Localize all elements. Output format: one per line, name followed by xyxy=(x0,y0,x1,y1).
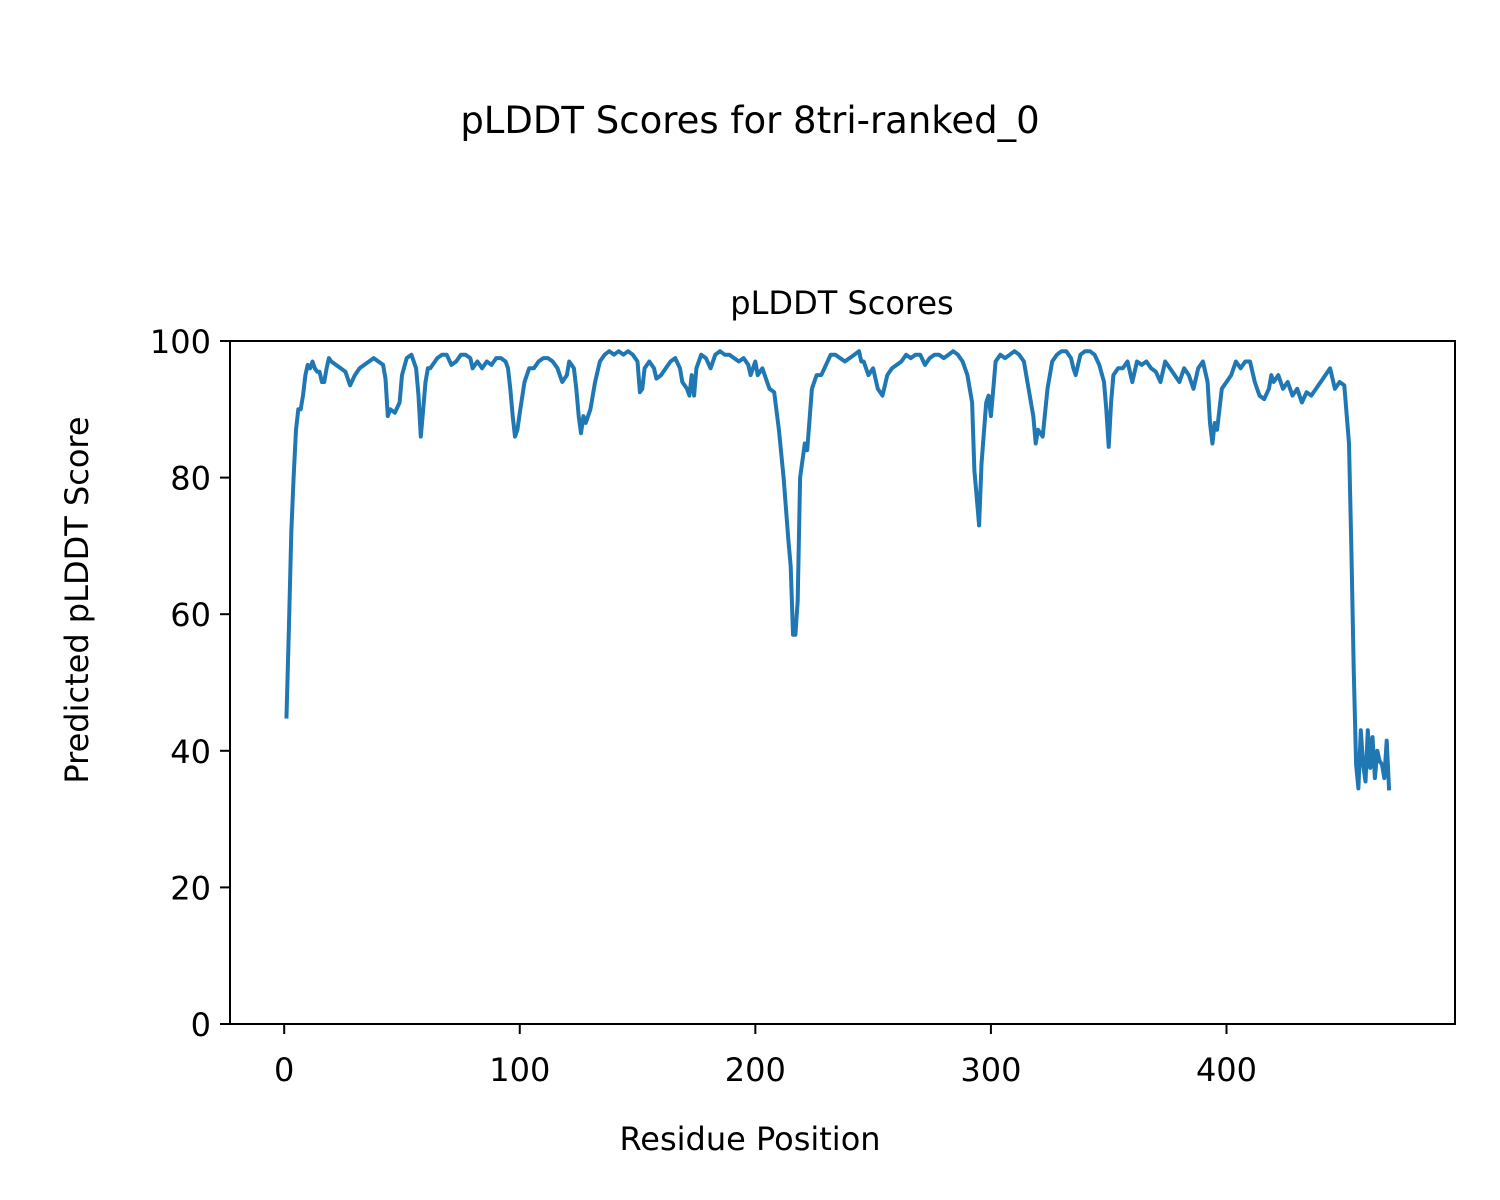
y-axis-label: Predicted pLDDT Score xyxy=(58,416,96,783)
y-tick-label: 60 xyxy=(170,596,211,634)
y-tick-label: 40 xyxy=(170,733,211,771)
x-tick-label: 100 xyxy=(489,1051,550,1089)
x-tick-label: 200 xyxy=(725,1051,786,1089)
x-axis-label: Residue Position xyxy=(619,1120,880,1158)
y-tick-label: 100 xyxy=(150,323,211,361)
y-tick-label: 0 xyxy=(191,1006,211,1044)
plot-title: pLDDT Scores xyxy=(730,284,953,322)
series-line-0 xyxy=(284,349,1392,791)
figure-title: pLDDT Scores for 8tri-ranked_0 xyxy=(460,99,1039,142)
x-tick-label: 400 xyxy=(1196,1051,1257,1089)
x-tick-label: 0 xyxy=(274,1051,294,1089)
x-tick-label: 300 xyxy=(960,1051,1021,1089)
y-tick-label: 20 xyxy=(170,869,211,907)
plot-area: 0 100 200 300 400 0 20 40 60 80 100 xyxy=(150,323,1456,1089)
y-tick-label: 80 xyxy=(170,460,211,498)
axes-frame xyxy=(229,340,1456,1025)
